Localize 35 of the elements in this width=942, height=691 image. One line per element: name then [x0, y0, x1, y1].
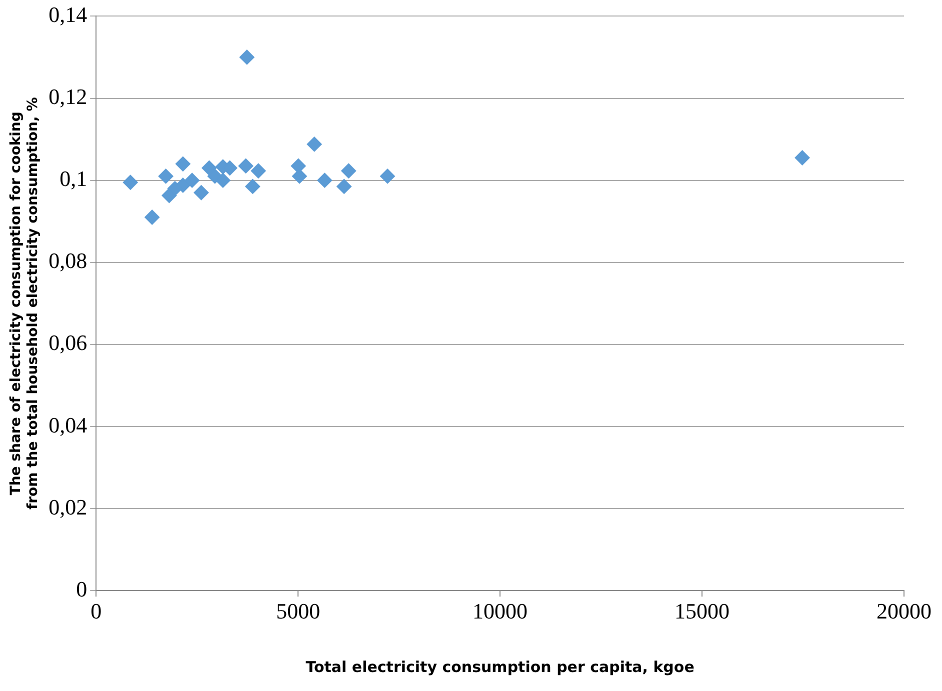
point: [245, 178, 260, 194]
point: [317, 172, 332, 188]
y-tick-label: 0,14: [48, 2, 88, 27]
point: [341, 163, 356, 178]
point: [215, 172, 230, 188]
point: [292, 168, 307, 184]
y-tick-label: 0,1: [60, 166, 88, 192]
point: [306, 136, 322, 152]
point: [122, 174, 138, 190]
point: [194, 185, 209, 200]
y-tick-label: 0,06: [48, 330, 88, 356]
y-tick-label: 0,12: [48, 84, 88, 110]
x-tick-label: 5000: [276, 598, 320, 624]
y-tick-label: 0,08: [48, 248, 88, 274]
y-tick-label: 0: [76, 576, 88, 602]
x-tick-label: 10000: [472, 598, 528, 624]
point: [238, 158, 254, 174]
point: [380, 168, 396, 184]
y-tick-label: 0,02: [48, 494, 88, 520]
point: [158, 168, 174, 184]
point: [202, 160, 217, 176]
y-axis-title: The share of electricity consumption for cooking from the total household electricity consumption, %: [8, 97, 41, 510]
point: [794, 150, 810, 166]
point: [175, 156, 190, 172]
y-tick-label: 0,04: [48, 412, 88, 438]
point: [290, 158, 306, 174]
point: [250, 163, 266, 178]
x-tick-label: 20000: [876, 598, 932, 624]
point: [239, 50, 254, 65]
point: [167, 181, 182, 196]
point: [144, 210, 160, 225]
point: [184, 172, 200, 188]
x-tick-label: 15000: [674, 598, 730, 624]
point: [336, 178, 352, 194]
x-axis-title: Total electricity consumption per capita, kgoe: [306, 658, 694, 676]
